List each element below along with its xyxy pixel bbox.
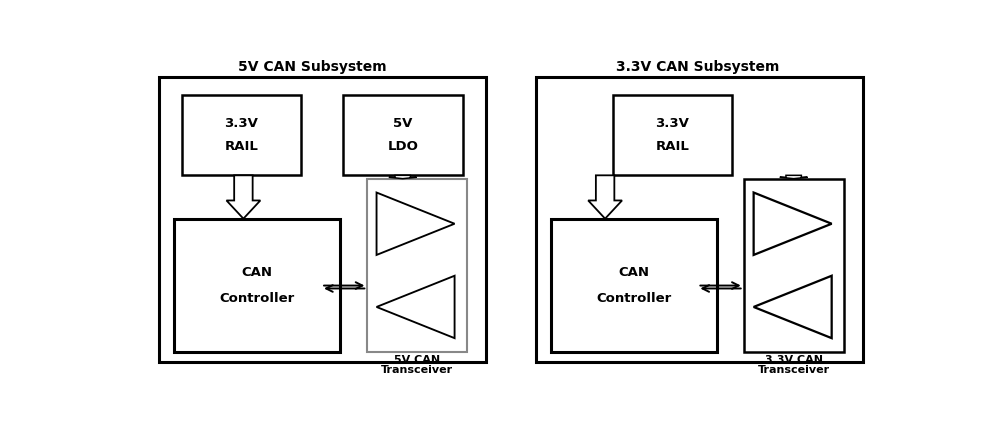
Polygon shape: [226, 175, 260, 219]
Bar: [613, 95, 732, 175]
Bar: [551, 219, 717, 352]
Text: Transceiver: Transceiver: [758, 365, 830, 375]
Polygon shape: [588, 175, 622, 219]
Text: 3.3V: 3.3V: [224, 117, 258, 130]
Text: CAN: CAN: [619, 265, 649, 278]
Text: Controller: Controller: [597, 292, 671, 305]
Text: RAIL: RAIL: [655, 140, 689, 153]
Text: 3.3V CAN Subsystem: 3.3V CAN Subsystem: [616, 60, 780, 74]
Polygon shape: [376, 276, 455, 338]
Bar: [182, 95, 301, 175]
Polygon shape: [780, 175, 807, 179]
Polygon shape: [754, 276, 832, 338]
Text: CAN: CAN: [241, 265, 272, 278]
Bar: [536, 77, 863, 362]
Text: LDO: LDO: [387, 140, 418, 153]
Bar: [366, 179, 467, 352]
Bar: [744, 179, 844, 352]
Text: Transceiver: Transceiver: [380, 365, 453, 375]
Text: 5V: 5V: [393, 117, 413, 130]
Polygon shape: [389, 175, 417, 179]
Bar: [159, 77, 486, 362]
Polygon shape: [376, 193, 455, 255]
Text: Controller: Controller: [219, 292, 295, 305]
Bar: [174, 219, 340, 352]
Polygon shape: [754, 193, 832, 255]
Text: 5V CAN: 5V CAN: [393, 355, 440, 365]
Text: 5V CAN Subsystem: 5V CAN Subsystem: [238, 60, 387, 74]
Text: 3.3V CAN: 3.3V CAN: [765, 355, 822, 365]
Bar: [344, 95, 463, 175]
Text: 3.3V: 3.3V: [655, 117, 689, 130]
Text: RAIL: RAIL: [224, 140, 258, 153]
